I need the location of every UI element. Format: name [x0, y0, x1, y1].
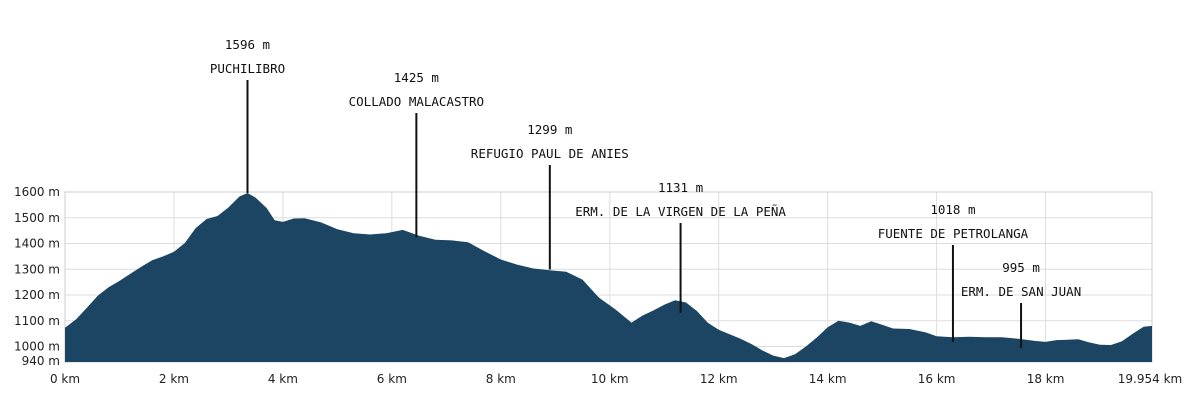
x-tick-label-2: 4 km	[268, 372, 298, 386]
y-tick-label-6: 1500 m	[14, 211, 60, 225]
x-axis-ticks: 0 km 2 km 4 km 6 km 8 km 10 km 12 km 14 km 16 km…	[50, 372, 1182, 386]
x-tick-label-4: 8 km	[486, 372, 516, 386]
y-tick-label-1: 1000 m	[14, 340, 60, 354]
y-tick-label-3: 1200 m	[14, 288, 60, 302]
waypoint-name-label-4: FUENTE DE PETROLANGA	[878, 226, 1029, 241]
waypoint-name-label-0: PUCHILIBRO	[210, 61, 285, 76]
waypoint-name-label-5: ERM. DE SAN JUAN	[961, 284, 1081, 299]
y-tick-label-4: 1300 m	[14, 262, 60, 276]
x-tick-label-6: 12 km	[700, 372, 738, 386]
waypoint-elevation-label-3: 1131 m	[658, 180, 703, 195]
waypoint-name-label-3: ERM. DE LA VIRGEN DE LA PEÑA	[575, 204, 786, 219]
y-tick-label-7: 1600 m	[14, 185, 60, 199]
y-tick-label-5: 1400 m	[14, 237, 60, 251]
waypoint-elevation-label-5: 995 m	[1002, 260, 1040, 275]
waypoint-name-label-2: REFUGIO PAUL DE ANIES	[471, 146, 629, 161]
x-tick-label-3: 6 km	[377, 372, 407, 386]
x-tick-label-10: 19.954 km	[1118, 372, 1182, 386]
x-tick-label-7: 14 km	[809, 372, 847, 386]
waypoint-elevation-label-2: 1299 m	[527, 122, 572, 137]
waypoint-elevation-label-4: 1018 m	[930, 202, 975, 217]
elevation-profile-area	[65, 193, 1152, 362]
y-tick-label-0: 940 m	[22, 354, 60, 368]
y-tick-label-2: 1100 m	[14, 314, 60, 328]
x-tick-label-8: 16 km	[918, 372, 956, 386]
x-tick-label-5: 10 km	[591, 372, 629, 386]
waypoint-elevation-label-0: 1596 m	[225, 37, 270, 52]
x-tick-label-9: 18 km	[1027, 372, 1065, 386]
waypoint-name-label-1: COLLADO MALACASTRO	[349, 94, 484, 109]
x-tick-label-1: 2 km	[159, 372, 189, 386]
waypoint-elevation-label-1: 1425 m	[394, 70, 439, 85]
x-tick-label-0: 0 km	[50, 372, 80, 386]
waypoints: 1596 m PUCHILIBRO 1425 m COLLADO MALACASTRO…	[210, 37, 1081, 348]
